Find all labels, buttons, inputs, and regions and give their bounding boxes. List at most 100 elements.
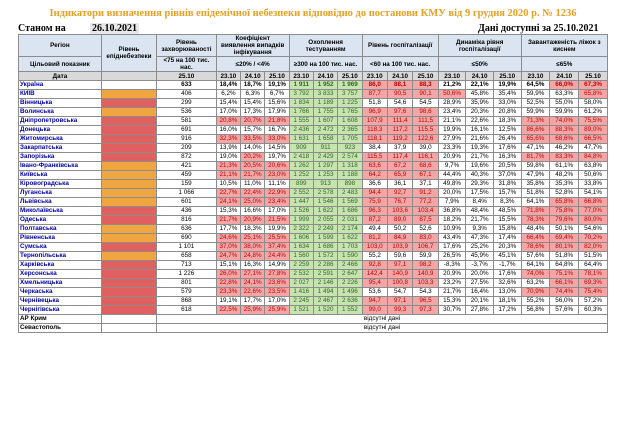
- value-cell: 2 055: [312, 215, 339, 225]
- value-cell: 1 686: [337, 206, 363, 216]
- value-cell: 95,4: [361, 278, 388, 288]
- value-cell: 21,2%: [437, 80, 467, 90]
- value-cell: 21,6%: [465, 134, 494, 144]
- value-cell: 89,0: [386, 215, 414, 225]
- region-name: Сумська: [18, 242, 102, 252]
- value-cell: 63,3%: [549, 89, 580, 99]
- table-row: Рівненська 690 24,6% 25,1% 25,5% 1 606 1 599 1 …: [18, 233, 608, 243]
- value-cell: 1 765: [337, 107, 363, 117]
- value-cell: -3,7%: [465, 260, 494, 270]
- date-cell: 24.10: [240, 71, 266, 81]
- value-cell: 97,1: [386, 296, 414, 306]
- value-cell: 1 494: [312, 287, 339, 297]
- value-cell: 80,0%: [578, 215, 608, 225]
- value-cell: 97,3: [412, 305, 439, 315]
- region-name: Вінницька: [18, 98, 102, 108]
- value-cell: 33,5%: [240, 134, 266, 144]
- table-row: Сумська 1 101 37,0% 38,0% 37,4% 1 634 1 686 1 7…: [18, 242, 608, 252]
- value-cell: 6,2%: [215, 89, 242, 99]
- region-name: Чернігівська: [18, 305, 102, 315]
- table-row: Запорізька 872 19,0% 20,2% 19,7% 2 418 2 429 2 …: [18, 152, 608, 162]
- value-cell: 17,3%: [240, 107, 266, 117]
- table-row: Черкаська 579 23,3% 22,6% 23,5% 1 416 1 494 1 4…: [18, 287, 608, 297]
- value-cell: 1 590: [337, 251, 363, 261]
- level-swatch: [100, 314, 158, 324]
- value-cell: 1 606: [288, 233, 314, 243]
- value-cell: 17,6%: [492, 269, 522, 279]
- value-cell: 54,6: [386, 98, 414, 108]
- value-cell: 46,2%: [549, 143, 580, 153]
- value-cell: 17,7%: [240, 296, 266, 306]
- value-cell: 74,0%: [520, 269, 551, 279]
- value-cell: 20,5%: [492, 161, 522, 171]
- value-cell: 14,0%: [240, 143, 266, 153]
- value-cell: 15,5%: [492, 215, 522, 225]
- value-cell: 209: [156, 143, 217, 153]
- value-cell: 63,6: [361, 161, 388, 171]
- value-cell: 2 146: [312, 278, 339, 288]
- value-cell: 436: [156, 206, 217, 216]
- value-cell: 21,1%: [437, 116, 467, 126]
- value-cell: 48,4%: [520, 224, 551, 234]
- value-cell: 15,6%: [264, 98, 290, 108]
- header-target-label: Цільовий показник: [18, 56, 102, 72]
- value-cell: 48,2%: [549, 170, 580, 180]
- value-cell: 27,1%: [240, 269, 266, 279]
- value-cell: 103,3: [412, 278, 439, 288]
- value-cell: -8,3%: [437, 260, 467, 270]
- header-level: Рівень епіднебезпеки: [100, 34, 158, 72]
- value-cell: 24,8%: [240, 251, 266, 261]
- value-cell: 25,5%: [264, 233, 290, 243]
- value-cell: 1 253: [312, 170, 339, 180]
- region-name: АР Крим: [18, 314, 102, 324]
- value-cell: 83,0: [412, 233, 439, 243]
- value-cell: 159: [156, 179, 217, 189]
- report-title: Індикатори визначення рівнів епідемічної…: [49, 8, 577, 19]
- level-swatch: [100, 305, 158, 315]
- value-cell: 6,3%: [240, 89, 266, 99]
- value-cell: 94,4: [361, 188, 388, 198]
- value-cell: 19,7%: [264, 152, 290, 162]
- value-cell: 1 634: [288, 242, 314, 252]
- value-cell: 119,2: [386, 134, 414, 144]
- value-cell: 26,4%: [492, 134, 522, 144]
- value-cell: 99,3: [386, 305, 414, 315]
- value-cell: 872: [156, 152, 217, 162]
- region-name: Львівська: [18, 197, 102, 207]
- target-incidence: <75 на 100 тис. нас.: [156, 56, 217, 72]
- level-swatch: [100, 323, 158, 333]
- value-cell: 55,0%: [549, 98, 580, 108]
- value-cell: 92,7: [386, 188, 414, 198]
- value-cell: 22,6%: [465, 116, 494, 126]
- value-cell: 96,3: [361, 206, 388, 216]
- level-swatch: [100, 251, 158, 261]
- value-cell: 801: [156, 278, 217, 288]
- level-swatch: [100, 179, 158, 189]
- value-cell: 1 766: [288, 107, 314, 117]
- value-cell: 2 532: [288, 269, 314, 279]
- value-cell: 1 572: [312, 251, 339, 261]
- value-cell: 111,5: [412, 116, 439, 126]
- value-cell: 25,1%: [240, 233, 266, 243]
- value-cell: 64,1%: [520, 260, 551, 270]
- region-name: Івано-Франківська: [18, 161, 102, 171]
- target-dynamic: ≤50%: [437, 56, 522, 72]
- table-row: Миколаївська 436 15,3% 16,6% 17,0% 1 526 1 622…: [18, 206, 608, 216]
- region-name: Україна: [18, 80, 102, 90]
- value-cell: 579: [156, 287, 217, 297]
- date-cell: 23.10: [437, 71, 467, 81]
- table-row: Харківська 713 15,1% 16,3% 14,9% 2 259 2 286 2 …: [18, 260, 608, 270]
- region-name: Рівненська: [18, 233, 102, 243]
- value-cell: 66,8%: [578, 197, 608, 207]
- table-row: Вінницька 299 15,4% 15,4% 15,6% 1 834 1 189 1 2…: [18, 98, 608, 108]
- value-cell: 27,8%: [465, 305, 494, 315]
- value-cell: 97,6: [386, 107, 414, 117]
- value-cell: 67,2: [386, 161, 414, 171]
- value-cell: 1 546: [312, 197, 339, 207]
- level-swatch: [100, 107, 158, 117]
- value-cell: 23,4%: [437, 107, 467, 117]
- value-cell: 636: [156, 224, 217, 234]
- value-cell: 118,3: [361, 125, 388, 135]
- value-cell: 3 833: [312, 89, 339, 99]
- value-cell: 28,9%: [437, 98, 467, 108]
